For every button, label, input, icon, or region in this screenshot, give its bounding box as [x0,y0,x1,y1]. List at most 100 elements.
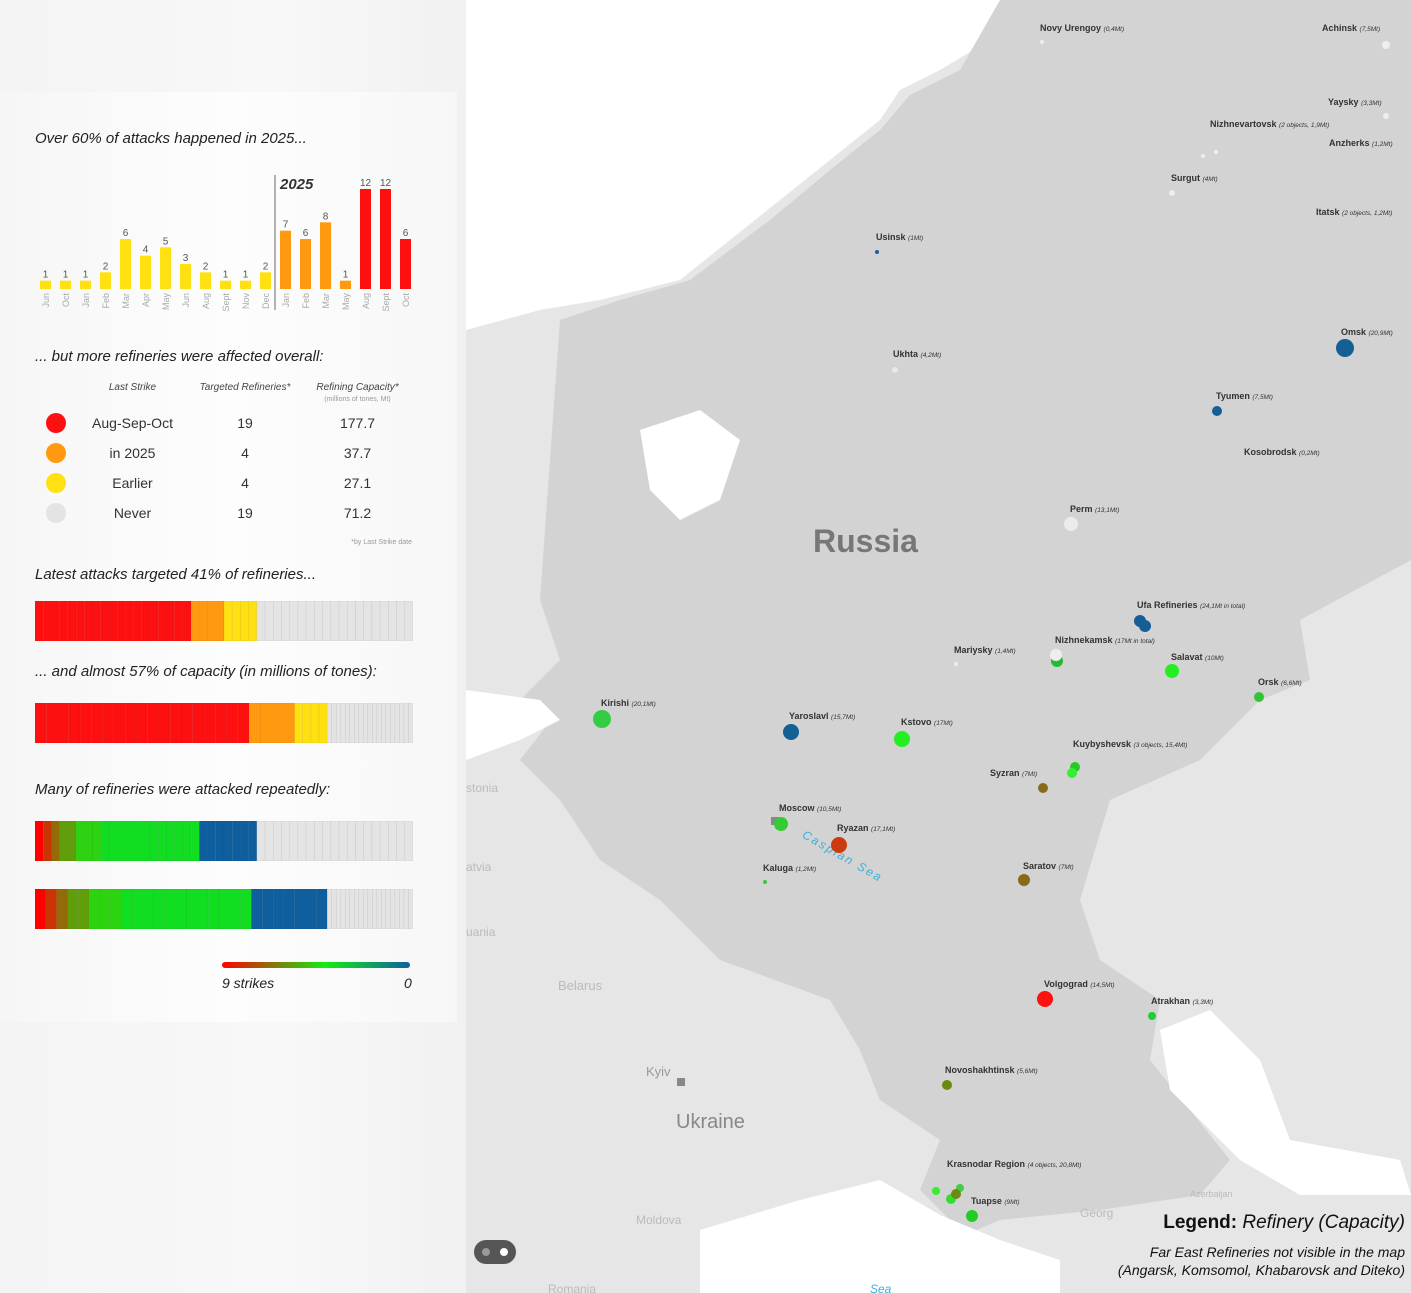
bar-segment-30 [281,821,291,861]
refinery-ryazan[interactable]: Ryazan (17,1Mt) [831,823,895,853]
bar-value-4: 6 [123,228,129,239]
bar-segment-38 [346,601,356,641]
refinery-salavat[interactable]: Salavat (10Mt) [1165,652,1224,678]
bar-segment-7 [113,703,126,743]
bar-4 [120,239,131,289]
refinery-moscow[interactable]: Moscow (10,5Mt) [774,803,841,831]
bar-segment-8 [124,703,137,743]
refinery-name: Nizhnevartovsk [1210,119,1278,129]
refinery-novy-urengoy[interactable]: Novy Urengoy (0,4Mt) [1040,23,1124,44]
refinery-nizhnekamsk[interactable]: Nizhnekamsk (17Mt in total) [1050,635,1155,667]
bar-segment-39 [355,821,364,861]
toggle-dot-1 [482,1248,490,1256]
bar-segment-21 [207,821,217,861]
refinery-surgut[interactable]: Surgut (4Mt) [1169,173,1218,196]
bar-value-14: 8 [323,211,329,222]
refinery-name: Volgograd [1044,979,1088,989]
view-toggle[interactable] [474,1240,516,1264]
refinery-novoshakhtinsk[interactable]: Novoshakhtinsk (5,6Mt) [942,1065,1038,1090]
bar-segment-9 [108,821,118,861]
bar-segment-2 [56,889,68,929]
bar-segment-38 [346,821,356,861]
row-capacity: 71.2 [343,505,372,521]
refinery-label: Syzran (7Mt) [990,768,1037,778]
refinery-perm[interactable]: Perm (13,1Mt) [1064,504,1119,531]
country-label-estonia: stonia [466,781,498,795]
bar-segment-42 [394,889,400,929]
row-refineries: 4 [241,475,249,491]
bar-segment-24 [294,889,306,929]
refinery-dot [1038,783,1048,793]
refinery-dot [1254,692,1264,702]
refinery-capacity: (4Mt) [1203,176,1218,183]
refinery-omsk[interactable]: Omsk (20,9Mt) [1336,327,1393,357]
bar-segment-5 [88,889,101,929]
refinery-capacity: (7,5Mt) [1360,26,1381,33]
refinery-name: Kirishi [601,698,629,708]
refinery-achinsk[interactable]: Achinsk (7,5Mt) [1322,23,1390,49]
refinery-dot [774,817,788,831]
bar-segment-41 [371,821,381,861]
bar-segment-41 [371,601,381,641]
bar-segment-13 [141,601,151,641]
refinery-orsk[interactable]: Orsk (6,6Mt) [1254,677,1302,702]
bar-value-13: 6 [303,228,309,239]
month-label-8: Aug [201,293,211,309]
refinery-name: Krasnodar Region [947,1159,1025,1169]
bar-segment-40 [363,601,373,641]
refinery-label: Kirishi (20,1Mt) [601,698,656,708]
toggle-dot-2 [500,1248,508,1256]
bar-segment-2 [51,821,60,861]
bar-segment-19 [190,821,200,861]
refinery-itatsk[interactable]: Itatsk (2 objects, 1,2Mt) [1316,207,1392,217]
bar-segment-27 [256,601,266,641]
refinery-anzherks[interactable]: Anzherks (1,2Mt) [1329,138,1393,148]
month-label-6: May [161,293,171,311]
refinery-usinsk[interactable]: Usinsk (1Mt) [875,232,923,254]
refinery-kirishi[interactable]: Kirishi (20,1Mt) [593,698,656,728]
refineries-share-bar [35,601,413,641]
bar-segment-14 [149,821,159,861]
refinery-capacity: (20,1Mt) [632,701,656,708]
refinery-ufa-refineries[interactable]: Ufa Refineries (24,1Mt in total) [1134,600,1245,632]
refinery-syzran[interactable]: Syzran (7Mt) [990,768,1048,793]
refinery-tuapse[interactable]: Tuapse (9Mt) [966,1196,1020,1222]
refinery-kstovo[interactable]: Kstovo (17Mt) [894,717,953,747]
bar-value-2: 1 [83,270,89,281]
refinery-mariysky[interactable]: Mariysky (1,4Mt) [954,645,1016,666]
refinery-volgograd[interactable]: Volgograd (14,5Mt) [1037,979,1115,1007]
refinery-saratov[interactable]: Saratov (7Mt) [1018,861,1074,886]
refinery-dot [1214,150,1218,154]
refinery-kuybyshevsk[interactable]: Kuybyshevsk (3 objects, 15,4Mt) [1067,739,1187,778]
refinery-map[interactable]: Russia Ukraine Belarus Kyiv Moldova Romania Ge… [466,0,1411,1293]
sea-label-black: Sea [870,1282,892,1293]
refinery-label: Tyumen (7,5Mt) [1216,391,1273,401]
bar-segment-1 [45,703,58,743]
bar-segment-4 [67,601,77,641]
refinery-label: Omsk (20,9Mt) [1341,327,1393,337]
refinery-ukhta[interactable]: Ukhta (4,2Mt) [892,349,941,373]
bar-segment-21 [207,601,217,641]
bar-segment-31 [344,889,351,929]
refinery-atrakhan[interactable]: Atrakhan (3,3Mt) [1148,996,1213,1020]
refinery-label: Perm (13,1Mt) [1070,504,1119,514]
refinery-nizhnevartovsk[interactable]: Nizhnevartovsk (2 objects, 1,9Mt) [1201,119,1329,158]
refinery-label: Novoshakhtinsk (5,6Mt) [945,1065,1038,1075]
bar-segment-9 [136,703,148,743]
bar-segment-33 [353,703,360,743]
bar-value-17: 12 [380,178,392,189]
refinery-yaroslavl[interactable]: Yaroslavl (15,7Mt) [783,711,855,740]
refinery-kaluga[interactable]: Kaluga (1,2Mt) [763,863,816,884]
refinery-name: Kuybyshevsk [1073,739,1132,749]
bar-segment-30 [340,703,346,743]
month-label-5: Apr [141,293,151,307]
refinery-label: Itatsk (2 objects, 1,2Mt) [1316,207,1392,217]
refinery-kosobrodsk[interactable]: Kosobrodsk (0,2Mt) [1244,447,1320,457]
footnote: *by Last Strike date [351,539,412,546]
bar-segment-45 [408,703,413,743]
bar-segment-3 [59,821,69,861]
refinery-tyumen[interactable]: Tyumen (7,5Mt) [1212,391,1273,416]
bar-segment-8 [100,601,110,641]
refinery-yaysky[interactable]: Yaysky (3,3Mt) [1328,97,1389,119]
refinery-krasnodar-region[interactable]: Krasnodar Region (4 objects, 20,8Mt) [932,1159,1081,1204]
